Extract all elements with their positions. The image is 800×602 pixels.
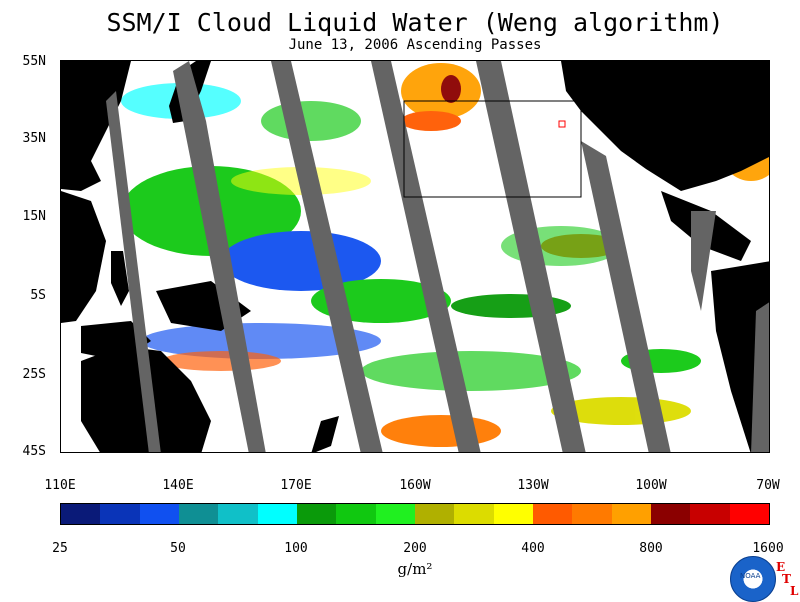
colorbar-cell — [572, 504, 612, 524]
etl-letter-t: T — [782, 572, 791, 586]
colorbar-cell — [650, 504, 691, 524]
colorbar-tick-label: 400 — [521, 541, 545, 556]
colorbar-tick-label: 1600 — [752, 541, 784, 556]
lat-label-35n: 35N — [22, 131, 46, 146]
lon-label-160w: 160W — [399, 478, 431, 493]
noaa-logo-text: NOAA — [740, 572, 761, 580]
map-panel — [60, 60, 770, 453]
colorbar-cell — [178, 504, 219, 524]
map-subtitle: June 13, 2006 Ascending Passes — [288, 37, 542, 53]
colorbar-cell — [218, 504, 258, 524]
colorbar-tick-label: 50 — [170, 541, 186, 556]
map-title: SSM/I Cloud Liquid Water (Weng algorithm… — [106, 8, 724, 37]
colorbar-cell — [296, 504, 337, 524]
site-marker — [558, 120, 566, 128]
colorbar-cell — [454, 504, 494, 524]
colorbar-cell — [493, 504, 533, 524]
colorbar-tick-label: 200 — [403, 541, 427, 556]
etl-letter-e: E — [776, 560, 786, 574]
colorbar — [60, 503, 770, 525]
colorbar-tick-label: 100 — [284, 541, 308, 556]
colorbar-cell — [336, 504, 376, 524]
lon-label-110e: 110E — [44, 478, 76, 493]
lon-label-170e: 170E — [280, 478, 312, 493]
colorbar-cell — [139, 504, 179, 524]
lat-label-5s: 5S — [30, 288, 46, 303]
map-canvas — [61, 61, 769, 452]
colorbar-cell — [257, 504, 297, 524]
lon-label-130w: 130W — [517, 478, 549, 493]
lon-label-70w: 70W — [756, 478, 780, 493]
region-box — [403, 100, 582, 198]
colorbar-cell — [375, 504, 415, 524]
lat-label-45s: 45S — [22, 444, 46, 459]
lat-label-15n: 15N — [22, 209, 46, 224]
units-label: g/m² — [397, 560, 433, 578]
swath-gaps — [106, 61, 769, 452]
etl-letter-l: L — [790, 584, 799, 598]
colorbar-cell — [611, 504, 651, 524]
lon-label-100w: 100W — [635, 478, 667, 493]
colorbar-tick-label: 25 — [52, 541, 68, 556]
colorbar-cell — [100, 504, 140, 524]
lon-label-140e: 140E — [162, 478, 194, 493]
colorbar-cell — [729, 504, 769, 524]
colorbar-cell — [532, 504, 573, 524]
colorbar-cell — [61, 504, 101, 524]
colorbar-tick-label: 800 — [639, 541, 663, 556]
lat-label-25s: 25S — [22, 367, 46, 382]
colorbar-cell — [414, 504, 455, 524]
colorbar-cell — [690, 504, 730, 524]
lat-label-55n: 55N — [22, 54, 46, 69]
